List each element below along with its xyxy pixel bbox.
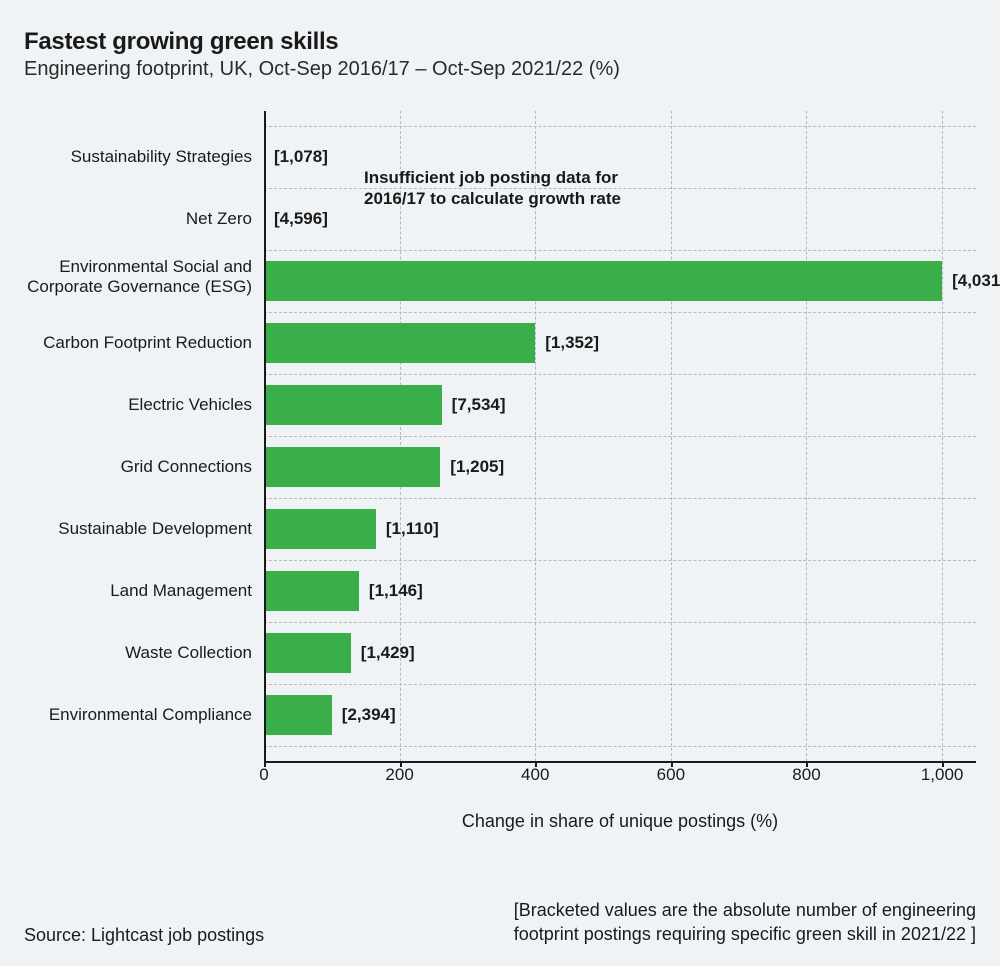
x-tick-label: 800 <box>776 765 836 785</box>
x-tick-label: 200 <box>370 765 430 785</box>
gridline-h <box>264 684 976 685</box>
bar <box>264 261 942 301</box>
bar-row: [1,146] <box>264 571 423 611</box>
category-label: Carbon Footprint Reduction <box>24 333 252 353</box>
bar-value-label: [7,534] <box>452 395 506 415</box>
x-axis <box>264 761 976 763</box>
gridline-h <box>264 498 976 499</box>
bar <box>264 695 332 735</box>
bar-value-label: [1,110] <box>386 519 439 539</box>
gridline-h <box>264 560 976 561</box>
gridline-h <box>264 746 976 747</box>
bar-row: [4,596] <box>264 199 328 239</box>
category-label: Grid Connections <box>24 457 252 477</box>
category-label: Net Zero <box>24 209 252 229</box>
bar-row: [1,429] <box>264 633 415 673</box>
gridline-h <box>264 622 976 623</box>
source-text: Source: Lightcast job postings <box>24 925 264 946</box>
bar-value-label: [1,078] <box>274 147 328 167</box>
bar <box>264 633 351 673</box>
category-label: Environmental Compliance <box>24 705 252 725</box>
bar-value-label: [1,205] <box>450 457 504 477</box>
chart-subtitle: Engineering footprint, UK, Oct-Sep 2016/… <box>24 58 976 81</box>
chart-area: [1,078][4,596][4,031][1,352][7,534][1,20… <box>24 111 976 831</box>
category-label: Environmental Social and Corporate Gover… <box>24 257 252 298</box>
gridline-h <box>264 126 976 127</box>
bar <box>264 385 442 425</box>
bar <box>264 509 376 549</box>
bar-value-label: [4,596] <box>274 209 328 229</box>
gridline-h <box>264 312 976 313</box>
bar-value-label: [1,146] <box>369 581 423 601</box>
bar-row: [1,078] <box>264 137 328 177</box>
plot-area: [1,078][4,596][4,031][1,352][7,534][1,20… <box>264 111 976 761</box>
category-label: Land Management <box>24 581 252 601</box>
gridline-h <box>264 250 976 251</box>
gridline-h <box>264 436 976 437</box>
category-label: Sustainable Development <box>24 519 252 539</box>
bar-row: [4,031] <box>264 261 1000 301</box>
bar-row: [2,394] <box>264 695 396 735</box>
bar-value-label: [1,352] <box>545 333 599 353</box>
bar-row: [1,110] <box>264 509 439 549</box>
category-label: Waste Collection <box>24 643 252 663</box>
x-tick-label: 0 <box>234 765 294 785</box>
insufficient-data-note: Insufficient job posting data for2016/17… <box>364 167 621 210</box>
bar <box>264 323 535 363</box>
bar-row: [1,205] <box>264 447 504 487</box>
x-tick-label: 1,000 <box>912 765 972 785</box>
gridline-h <box>264 374 976 375</box>
bar-value-label: [1,429] <box>361 643 415 663</box>
bracket-note: [Bracketed values are the absolute numbe… <box>514 899 976 946</box>
bar-value-label: [4,031] <box>952 271 1000 291</box>
chart-title: Fastest growing green skills <box>24 28 976 56</box>
x-axis-label: Change in share of unique postings (%) <box>264 811 976 832</box>
x-tick-label: 600 <box>641 765 701 785</box>
y-axis <box>264 111 266 761</box>
category-label: Electric Vehicles <box>24 395 252 415</box>
x-tick-label: 400 <box>505 765 565 785</box>
bar <box>264 571 359 611</box>
bar-row: [1,352] <box>264 323 599 363</box>
category-label: Sustainability Strategies <box>24 147 252 167</box>
bar-row: [7,534] <box>264 385 506 425</box>
bar-value-label: [2,394] <box>342 705 396 725</box>
bar <box>264 447 440 487</box>
